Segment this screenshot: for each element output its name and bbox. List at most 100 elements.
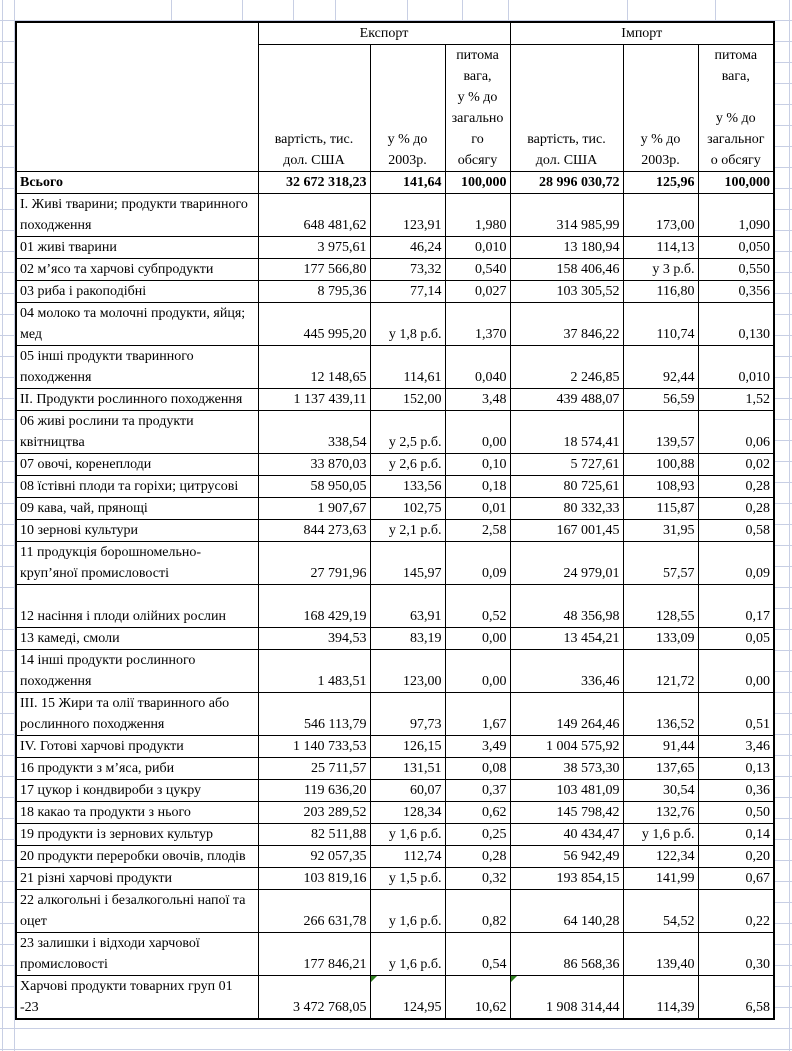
value-cell[interactable]: у 2,1 р.б. [369,519,446,542]
value-cell[interactable]: 0,00 [697,649,775,693]
value-cell[interactable]: 167 001,45 [509,519,624,542]
value-cell[interactable]: 173,00 [622,193,699,237]
value-cell[interactable]: 125,96 [622,171,699,194]
value-cell[interactable]: 128,34 [369,801,446,824]
value-cell[interactable]: 145 798,42 [509,801,624,824]
row-label-cell[interactable]: 16 продукти з м’яса, риби [15,757,259,780]
value-cell[interactable]: 0,51 [697,692,775,736]
value-cell[interactable]: 2,58 [444,519,511,542]
value-cell[interactable]: 394,53 [257,627,371,650]
value-cell[interactable]: 1 004 575,92 [509,735,624,758]
value-cell[interactable]: 24 979,01 [509,541,624,585]
value-cell[interactable]: 5 727,61 [509,453,624,476]
value-cell[interactable]: 3 472 768,05 [257,975,371,1020]
value-cell[interactable]: 0,30 [697,932,775,976]
value-cell[interactable]: 203 289,52 [257,801,371,824]
value-cell[interactable]: 193 854,15 [509,867,624,890]
row-label-cell[interactable]: 10 зернові культури [15,519,259,542]
value-cell[interactable]: 0,22 [697,889,775,933]
value-cell[interactable]: 0,67 [697,867,775,890]
value-cell[interactable]: 0,050 [697,236,775,259]
value-cell[interactable]: 92,44 [622,345,699,389]
value-cell[interactable]: 124,95 [369,975,446,1020]
row-label-cell[interactable]: 05 інші продукти тваринного походження [15,345,259,389]
row-label-cell[interactable]: 12 насіння і плоди олійних рослин [15,584,259,628]
value-cell[interactable]: 1,370 [444,302,511,346]
value-cell[interactable]: 80 332,33 [509,497,624,520]
value-cell[interactable]: 844 273,63 [257,519,371,542]
value-cell[interactable]: 10,62 [444,975,511,1020]
value-cell[interactable]: 1,52 [697,388,775,411]
value-cell[interactable]: у 2,5 р.б. [369,410,446,454]
value-cell[interactable]: 0,62 [444,801,511,824]
value-cell[interactable]: у 1,6 р.б. [622,823,699,846]
export-pct-header[interactable]: у % до 2003р. [369,44,446,172]
value-cell[interactable]: 103 305,52 [509,280,624,303]
value-cell[interactable]: 3,46 [697,735,775,758]
value-cell[interactable]: 1,980 [444,193,511,237]
value-cell[interactable]: 37 846,22 [509,302,624,346]
value-cell[interactable]: 338,54 [257,410,371,454]
value-cell[interactable]: 32 672 318,23 [257,171,371,194]
value-cell[interactable]: 97,73 [369,692,446,736]
value-cell[interactable]: 137,65 [622,757,699,780]
value-cell[interactable]: 31,95 [622,519,699,542]
value-cell[interactable]: 48 356,98 [509,584,624,628]
value-cell[interactable]: 132,76 [622,801,699,824]
import-share-header[interactable]: питома вага, у % до загальног о обсягу [697,44,775,172]
value-cell[interactable]: 100,000 [444,171,511,194]
row-label-cell[interactable]: 17 цукор і кондвироби з цукру [15,779,259,802]
value-cell[interactable]: 0,14 [697,823,775,846]
value-cell[interactable]: 0,18 [444,475,511,498]
value-cell[interactable]: 8 795,36 [257,280,371,303]
value-cell[interactable]: 121,72 [622,649,699,693]
row-label-cell[interactable]: 23 залишки і відходи харчової промислово… [15,932,259,976]
value-cell[interactable]: 40 434,47 [509,823,624,846]
value-cell[interactable]: 158 406,46 [509,258,624,281]
value-cell[interactable]: 18 574,41 [509,410,624,454]
value-cell[interactable]: 73,32 [369,258,446,281]
export-group-header[interactable]: Експорт [257,21,511,45]
value-cell[interactable]: 103 819,16 [257,867,371,890]
value-cell[interactable]: 0,17 [697,584,775,628]
value-cell[interactable]: 0,09 [444,541,511,585]
export-value-header[interactable]: вартість, тис. дол. США [257,44,371,172]
value-cell[interactable]: 177 566,80 [257,258,371,281]
value-cell[interactable]: 133,56 [369,475,446,498]
import-value-header[interactable]: вартість, тис. дол. США [509,44,624,172]
value-cell[interactable]: 139,40 [622,932,699,976]
value-cell[interactable]: 33 870,03 [257,453,371,476]
value-cell[interactable]: 336,46 [509,649,624,693]
value-cell[interactable]: 0,37 [444,779,511,802]
value-cell[interactable]: 314 985,99 [509,193,624,237]
value-cell[interactable]: 0,00 [444,627,511,650]
value-cell[interactable]: 6,58 [697,975,775,1020]
value-cell[interactable]: 56 942,49 [509,845,624,868]
value-cell[interactable]: у 1,6 р.б. [369,932,446,976]
value-cell[interactable]: 0,28 [444,845,511,868]
value-cell[interactable]: 266 631,78 [257,889,371,933]
value-cell[interactable]: 168 429,19 [257,584,371,628]
value-cell[interactable]: 119 636,20 [257,779,371,802]
value-cell[interactable]: 100,88 [622,453,699,476]
value-cell[interactable]: 0,54 [444,932,511,976]
row-label-cell[interactable]: 22 алкогольні і безалкогольні напої та о… [15,889,259,933]
value-cell[interactable]: 102,75 [369,497,446,520]
value-cell[interactable]: 439 488,07 [509,388,624,411]
row-label-cell[interactable]: 20 продукти переробки овочів, плодів [15,845,259,868]
value-cell[interactable]: 149 264,46 [509,692,624,736]
value-cell[interactable]: 0,52 [444,584,511,628]
row-label-cell[interactable]: 21 різні харчові продукти [15,867,259,890]
value-cell[interactable]: 141,99 [622,867,699,890]
value-cell[interactable]: у 1,6 р.б. [369,823,446,846]
row-label-cell[interactable]: 03 риба і ракоподібні [15,280,259,303]
row-label-cell[interactable]: 11 продукція борошномельно-круп’яної про… [15,541,259,585]
value-cell[interactable]: 77,14 [369,280,446,303]
value-cell[interactable]: 0,25 [444,823,511,846]
value-cell[interactable]: 115,87 [622,497,699,520]
value-cell[interactable]: 27 791,96 [257,541,371,585]
value-cell[interactable]: 0,36 [697,779,775,802]
value-cell[interactable]: 1,67 [444,692,511,736]
row-label-cell[interactable]: II. Продукти рослинного походження [15,388,259,411]
value-cell[interactable]: 126,15 [369,735,446,758]
